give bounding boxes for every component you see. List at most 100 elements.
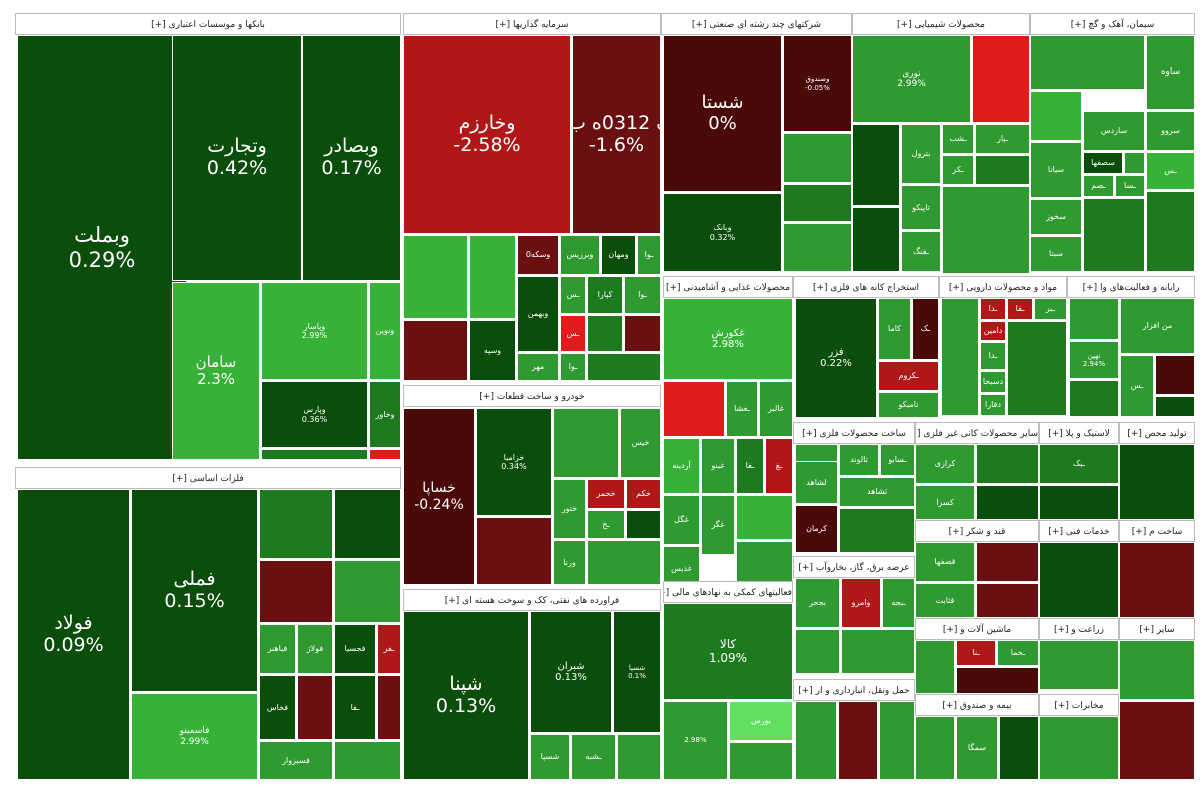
stock-tile[interactable] <box>852 124 900 206</box>
stock-tile[interactable] <box>736 495 793 540</box>
stock-tile[interactable]: ـیک <box>1039 444 1119 484</box>
stock-tile[interactable]: ـس <box>1120 355 1154 417</box>
stock-tile[interactable]: فباهنر <box>259 624 296 674</box>
stock-tile[interactable]: کالا 1.09% <box>663 603 793 700</box>
sector-header[interactable]: شرکتهای چند رشته ای صنعتی [+] <box>661 13 852 35</box>
stock-tile[interactable]: ـنا <box>956 640 996 666</box>
stock-tile[interactable] <box>795 701 837 780</box>
stock-tile[interactable] <box>617 734 661 780</box>
sector-header[interactable]: فراورده های نفتی، کک و سوخت هسته ای [+] <box>403 589 661 611</box>
stock-tile[interactable]: سصفها <box>1083 152 1123 174</box>
stock-tile[interactable]: ختور <box>553 479 586 539</box>
sector-header[interactable]: سرمایه گذاریها [+] <box>403 13 661 35</box>
stock-tile[interactable]: ـدا <box>980 342 1006 370</box>
stock-tile[interactable]: ـفا <box>334 675 376 740</box>
stock-tile[interactable] <box>334 489 401 559</box>
stock-tile[interactable]: قثابت <box>915 583 975 618</box>
stock-tile[interactable]: مهر <box>517 353 559 381</box>
stock-tile[interactable]: ـکر <box>942 155 974 185</box>
stock-tile[interactable]: وبملت 0.29% <box>17 35 187 460</box>
stock-tile[interactable] <box>1119 701 1195 780</box>
stock-tile[interactable] <box>1155 396 1195 417</box>
sector-header[interactable]: بیمه و صندوق [+] <box>915 694 1039 716</box>
stock-tile[interactable]: شبران 0.13% <box>530 611 612 733</box>
stock-tile[interactable]: فخاس <box>259 675 296 740</box>
stock-tile[interactable]: خحمر <box>587 479 625 509</box>
stock-tile[interactable]: ـبجه <box>882 578 915 628</box>
stock-tile[interactable] <box>976 485 1039 520</box>
stock-tile[interactable] <box>1039 485 1119 520</box>
stock-tile[interactable]: من افزار <box>1120 298 1195 354</box>
stock-tile[interactable]: ـس <box>1146 152 1195 190</box>
stock-tile[interactable]: کپارا <box>587 276 623 314</box>
stock-tile[interactable]: فملی 0.15% <box>131 489 258 692</box>
stock-tile[interactable] <box>1119 444 1195 520</box>
stock-tile[interactable]: ساردس <box>1083 111 1145 151</box>
stock-tile[interactable] <box>587 540 661 585</box>
stock-tile[interactable] <box>956 667 1039 694</box>
stock-tile[interactable]: وتجارت 0.42% <box>172 35 302 281</box>
stock-tile[interactable] <box>259 489 333 559</box>
stock-tile[interactable] <box>261 449 368 460</box>
stock-tile[interactable] <box>879 701 915 780</box>
stock-tile[interactable]: ـخ <box>587 510 625 539</box>
sector-header[interactable]: سایر [+] <box>1119 618 1195 640</box>
sector-header[interactable]: عرضه برق، گاز، بخاروآب [+] <box>793 556 915 578</box>
sector-header[interactable]: لاستیک و پلا [+] <box>1039 422 1119 444</box>
stock-tile[interactable]: ـفنگ <box>901 231 941 272</box>
stock-tile[interactable] <box>841 629 915 674</box>
stock-tile[interactable]: ـس <box>560 276 586 314</box>
stock-tile[interactable]: وسپه <box>469 320 516 381</box>
sector-header[interactable]: حمل ونقل، انبارداری و ار [+] <box>793 679 915 701</box>
stock-tile[interactable] <box>839 508 915 553</box>
stock-tile[interactable]: فاسمینو 2.99% <box>131 693 258 780</box>
stock-tile[interactable] <box>587 353 661 381</box>
stock-tile[interactable] <box>976 444 1039 484</box>
stock-tile[interactable] <box>1030 91 1082 141</box>
sector-header[interactable]: زراعت و [+] <box>1039 618 1119 640</box>
stock-tile[interactable] <box>1039 716 1119 780</box>
stock-tile[interactable] <box>976 542 1039 582</box>
stock-tile[interactable]: فولاژ <box>297 624 333 674</box>
stock-tile[interactable]: ونوین <box>369 282 401 380</box>
sector-header[interactable]: فلزات اساسی [+] <box>15 467 401 489</box>
stock-tile[interactable]: ـشب <box>942 124 974 154</box>
stock-tile[interactable]: غکورش 2.98% <box>663 298 793 380</box>
stock-tile[interactable] <box>403 320 468 381</box>
stock-tile[interactable]: وپارس 0.36% <box>261 381 368 448</box>
sector-header[interactable]: ماشین آلات و [+] <box>915 618 1039 640</box>
sector-header[interactable]: سایر محصولات کانی غیر فلزی [+] <box>915 422 1039 444</box>
stock-tile[interactable]: لشاهد <box>795 461 838 504</box>
stock-tile[interactable] <box>795 629 840 674</box>
stock-tile[interactable]: غگل <box>663 495 700 545</box>
stock-tile[interactable]: فولاد 0.09% <box>17 489 130 780</box>
stock-tile[interactable] <box>729 742 793 780</box>
stock-tile[interactable]: ثشاهد <box>839 477 915 507</box>
stock-tile[interactable] <box>941 298 979 416</box>
stock-tile[interactable] <box>469 235 516 319</box>
stock-tile[interactable] <box>1039 542 1119 618</box>
stock-tile[interactable]: قصفها <box>915 542 975 582</box>
stock-tile[interactable]: خساپا -0.24% <box>403 408 475 585</box>
stock-tile[interactable]: تاپیکو <box>901 185 941 230</box>
stock-tile[interactable]: 2.98% <box>663 701 728 780</box>
stock-tile[interactable]: ـصم <box>1083 175 1114 197</box>
stock-tile[interactable]: غگر <box>701 495 735 555</box>
stock-tile[interactable] <box>1083 198 1145 272</box>
stock-tile[interactable] <box>1007 321 1067 416</box>
stock-tile[interactable]: ومهان <box>601 235 636 275</box>
stock-tile[interactable]: وپاسار 2.99% <box>261 282 368 380</box>
sector-header[interactable]: استخراج کانه های فلزی [+] <box>793 276 939 298</box>
stock-tile[interactable]: آردینه <box>663 438 700 494</box>
stock-tile[interactable]: ـوا <box>624 276 661 314</box>
stock-tile[interactable] <box>377 675 401 740</box>
stock-tile[interactable]: غبنو <box>701 438 735 494</box>
sector-header[interactable]: خدمات فنی [+] <box>1039 520 1119 542</box>
stock-tile[interactable] <box>553 408 619 478</box>
stock-tile[interactable] <box>975 155 1030 185</box>
stock-tile[interactable]: کرازی <box>915 444 975 484</box>
stock-tile[interactable]: شسپا 0.1% <box>613 611 661 733</box>
stock-tile[interactable] <box>915 640 955 694</box>
stock-tile[interactable]: شسپا <box>530 734 570 780</box>
stock-tile[interactable] <box>1119 542 1195 618</box>
